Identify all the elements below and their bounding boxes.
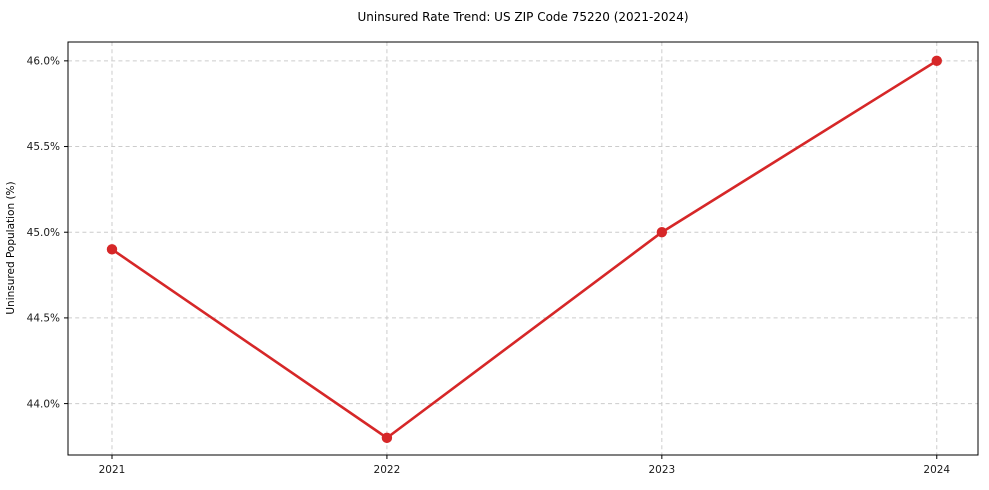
y-tick-label: 46.0%: [27, 56, 60, 68]
y-tick-label: 44.5%: [27, 313, 60, 325]
y-tick-label: 44.0%: [27, 398, 60, 410]
data-point: [106, 244, 118, 255]
x-tick-label: 2024: [923, 464, 950, 476]
y-tick-labels: 44.0% 44.5% 45.0% 45.5% 46.0%: [27, 56, 60, 411]
x-tick-label: 2023: [648, 464, 675, 476]
data-point: [656, 227, 668, 238]
x-tick-label: 2022: [374, 464, 401, 476]
data-series: [106, 55, 942, 444]
gridlines: [68, 42, 978, 455]
plot-border: [67, 41, 979, 456]
trend-line: [110, 59, 939, 440]
x-tick-labels: 2021 2022 2023 2024: [99, 464, 951, 476]
axis-ticks: [64, 60, 938, 459]
data-point: [931, 55, 942, 67]
y-axis-label: Uninsured Population (%): [5, 181, 17, 314]
x-tick-label: 2021: [99, 464, 126, 476]
y-tick-label: 45.5%: [27, 141, 60, 153]
y-tick-label: 45.0%: [27, 227, 60, 239]
data-point: [381, 432, 393, 444]
chart-title: Uninsured Rate Trend: US ZIP Code 75220 …: [357, 10, 688, 24]
